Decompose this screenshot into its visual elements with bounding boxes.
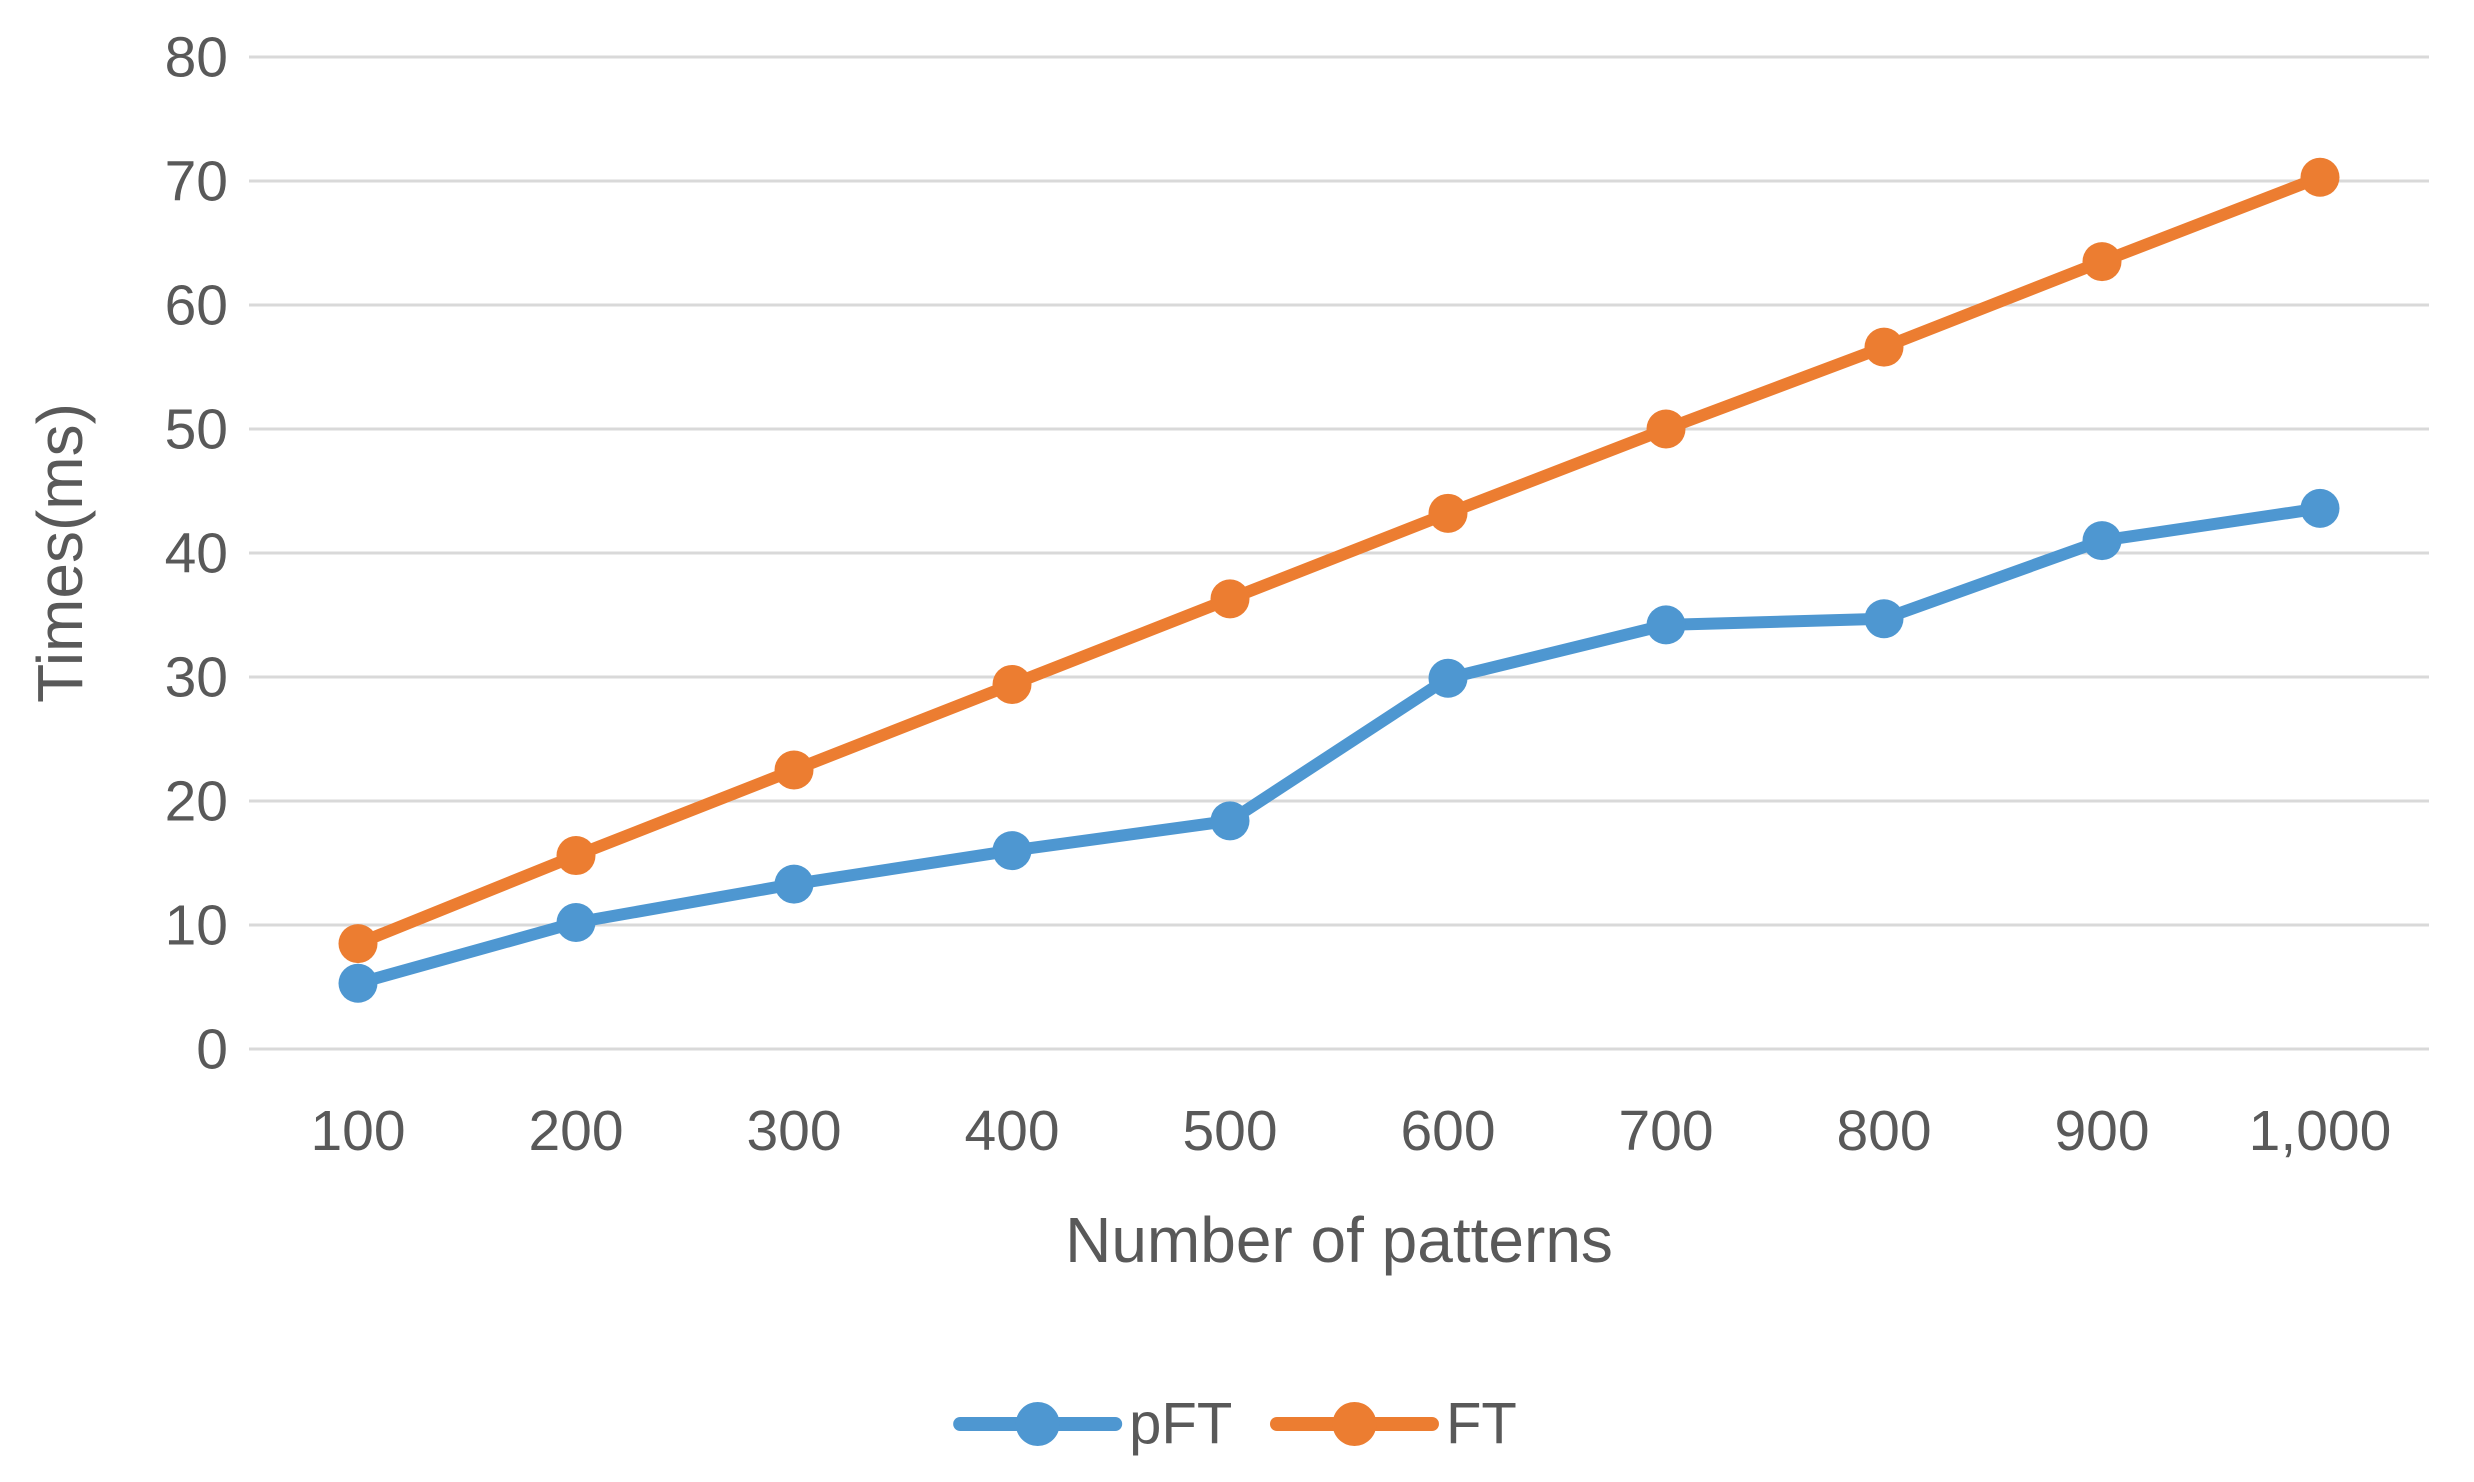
x-axis-tick-labels: 100 200 300 400 500 600 700 800 900 1,000 xyxy=(310,1099,2391,1163)
x-tick-label: 700 xyxy=(1618,1099,1713,1163)
data-point-marker-pFT xyxy=(1210,801,1250,841)
x-axis-title: Number of patterns xyxy=(1065,1204,1613,1276)
y-tick-label: 50 xyxy=(165,397,228,461)
y-tick-label: 80 xyxy=(165,25,228,89)
data-point-marker-pFT xyxy=(774,864,814,904)
y-tick-label: 60 xyxy=(165,273,228,337)
x-tick-label: 900 xyxy=(2054,1099,2149,1163)
data-point-marker-pFT xyxy=(992,831,1032,871)
legend-marker-icon xyxy=(1332,1402,1377,1446)
x-tick-label: 800 xyxy=(1836,1099,1931,1163)
data-point-marker-pFT xyxy=(2082,521,2122,561)
y-tick-label: 20 xyxy=(165,769,228,833)
x-tick-label: 200 xyxy=(528,1099,623,1163)
legend-label: FT xyxy=(1446,1392,1517,1457)
y-tick-label: 10 xyxy=(165,893,228,957)
legend-item-pFT: pFT xyxy=(953,1392,1232,1457)
data-point-marker-FT xyxy=(2082,242,2122,282)
data-point-marker-FT xyxy=(1646,409,1686,449)
data-point-marker-FT xyxy=(992,664,1032,704)
data-point-marker-pFT xyxy=(338,963,378,1003)
x-tick-label: 400 xyxy=(964,1099,1059,1163)
data-point-marker-FT xyxy=(1864,327,1904,367)
data-point-marker-FT xyxy=(2300,157,2340,197)
legend-item-FT: FT xyxy=(1269,1392,1517,1457)
x-tick-label: 100 xyxy=(310,1099,405,1163)
data-point-marker-pFT xyxy=(556,903,596,943)
x-tick-label: 1,000 xyxy=(2249,1099,2392,1163)
series-pFT xyxy=(338,488,2340,1003)
legend-label: pFT xyxy=(1129,1392,1232,1457)
data-point-marker-FT xyxy=(774,750,814,790)
legend: pFT FT xyxy=(953,1392,1517,1457)
data-point-marker-pFT xyxy=(1428,658,1468,698)
series-FT xyxy=(338,157,2340,964)
data-point-marker-pFT xyxy=(1864,599,1904,639)
y-tick-label: 0 xyxy=(196,1017,228,1081)
series-line-FT xyxy=(352,171,2326,950)
data-point-marker-FT xyxy=(1428,493,1468,533)
data-point-marker-FT xyxy=(556,836,596,876)
x-tick-label: 600 xyxy=(1400,1099,1495,1163)
y-tick-label: 70 xyxy=(165,149,228,213)
y-axis-title: Times(ms) xyxy=(24,403,96,703)
data-point-marker-FT xyxy=(338,924,378,964)
x-tick-label: 500 xyxy=(1182,1099,1277,1163)
data-point-marker-pFT xyxy=(2300,488,2340,528)
y-tick-label: 40 xyxy=(165,521,228,585)
data-point-marker-pFT xyxy=(1646,605,1686,645)
x-tick-label: 300 xyxy=(746,1099,841,1163)
data-point-marker-FT xyxy=(1210,579,1250,619)
series-line-pFT xyxy=(352,502,2326,990)
legend-marker-icon xyxy=(1015,1402,1060,1446)
y-tick-label: 30 xyxy=(165,645,228,709)
y-axis-tick-labels: 0 10 20 30 40 50 60 70 80 xyxy=(165,25,228,1081)
